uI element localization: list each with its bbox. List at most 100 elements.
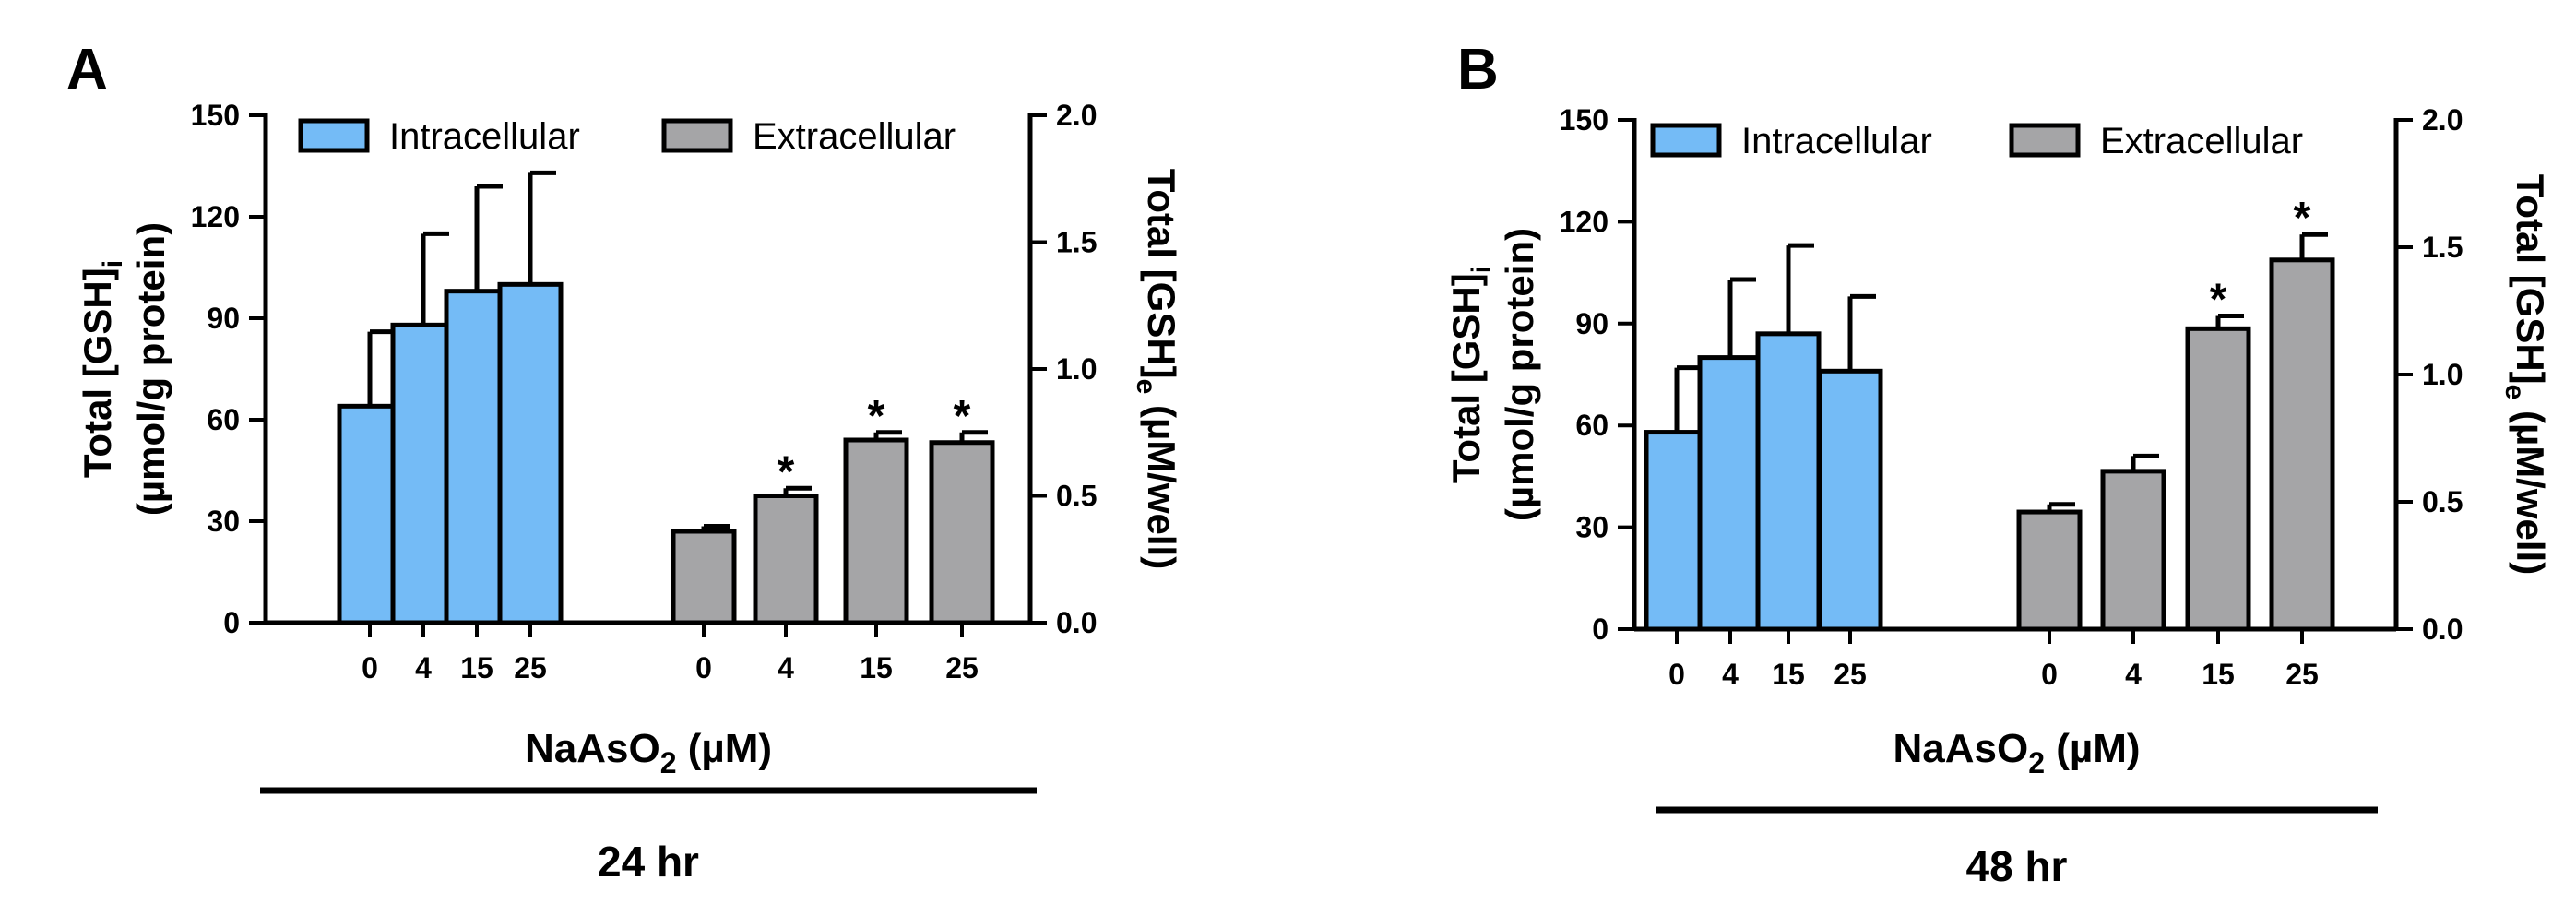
x-axis-label-main: NaAsO — [1893, 726, 2028, 771]
right-axis-label: Total [GSH]e (µM/well) — [2499, 174, 2552, 575]
bar — [671, 529, 737, 625]
x-axis-label: NaAsO2 (µM) — [1893, 726, 2140, 779]
x-tick-label: 0 — [362, 651, 378, 684]
bar — [1644, 430, 1710, 632]
right-axis-label-units: (µM/well) — [2509, 399, 2552, 575]
right-tick-label: 1.0 — [2422, 358, 2463, 391]
x-tick-label: 15 — [2202, 658, 2235, 691]
right-axis-label: Total [GSH]e (µM/well) — [1131, 169, 1183, 569]
time-label: 24 hr — [598, 838, 699, 886]
x-tick-label: 0 — [1668, 658, 1685, 691]
left-tick-label: 90 — [207, 302, 240, 335]
bar — [2185, 326, 2251, 632]
right-axis-label-units: (µM/well) — [1140, 394, 1183, 569]
right-tick-label: 1.5 — [2422, 231, 2463, 264]
x-axis-label-sub: 2 — [660, 746, 677, 779]
left-tick-label: 0 — [1592, 613, 1609, 646]
x-axis-label: NaAsO2 (µM) — [525, 726, 772, 779]
legend-swatch — [661, 118, 733, 153]
legend-swatch — [298, 118, 370, 153]
x-axis-label-units: (µM) — [2045, 726, 2141, 771]
panel-letter: A — [66, 38, 108, 101]
x-tick-label: 4 — [2125, 658, 2142, 691]
bar — [1817, 368, 1883, 632]
right-tick-label: 1.0 — [1056, 352, 1097, 386]
bar — [337, 403, 403, 625]
left-axis-label-sub: i — [98, 260, 128, 268]
left-axis-label: Total [GSH]i(µmol/g protein) — [76, 222, 172, 516]
x-tick-label: 25 — [1834, 658, 1867, 691]
significance-star: * — [778, 447, 795, 496]
right-tick-label: 0.5 — [2422, 485, 2463, 518]
left-tick-label: 120 — [1560, 205, 1609, 238]
bar — [929, 440, 995, 625]
panel-a: A 0 30 60 90 120 150 0.0 0.5 1.0 1.5 2.0 0 4 15 25 0 4 15 2… — [66, 38, 1183, 886]
bar — [390, 322, 457, 625]
right-axis-label-main: Total [GSH] — [1140, 169, 1183, 379]
right-tick-label: 2.0 — [2422, 103, 2463, 137]
right-tick-label: 2.0 — [1056, 99, 1097, 132]
x-tick-label: 25 — [2285, 658, 2319, 691]
panel-b: B 0 30 60 90 120 150 0.0 0.5 1.0 1.5 2.0 0 4 15 25 0 4 15 2… — [1444, 38, 2552, 890]
right-axis-label-sub: e — [1131, 379, 1161, 395]
left-tick-label: 150 — [191, 99, 240, 132]
x-tick-label: 4 — [415, 651, 432, 684]
legend-label: Extracellular — [2100, 121, 2303, 161]
significance-star: * — [2210, 276, 2227, 325]
left-tick-label: 0 — [223, 606, 240, 639]
legend: Intracellular Extracellular — [1650, 121, 2303, 161]
series-intracellular — [337, 170, 564, 625]
right-tick-label: 1.5 — [1056, 226, 1097, 259]
left-tick-label: 120 — [191, 200, 240, 233]
right-tick-label: 0.0 — [2422, 613, 2463, 646]
right-tick-label: 0.5 — [1056, 480, 1097, 513]
left-axis-label-main: Total [GSH] — [76, 268, 119, 478]
x-tick-label: 25 — [514, 651, 547, 684]
series-intracellular — [1644, 243, 1883, 632]
bar — [1697, 355, 1763, 632]
left-axis-label: Total [GSH]i(µmol/g protein) — [1444, 228, 1541, 521]
time-label: 48 hr — [1966, 842, 2068, 890]
significance-star: * — [868, 392, 885, 441]
right-tick-label: 0.0 — [1056, 606, 1097, 639]
left-tick-label: 150 — [1560, 103, 1609, 137]
legend-label: Intracellular — [389, 116, 580, 157]
left-axis-label-units: (µmol/g protein) — [129, 222, 172, 516]
legend-label: Extracellular — [753, 116, 956, 157]
series-extracellular: * * * — [671, 392, 995, 625]
left-tick-label: 60 — [207, 403, 240, 436]
bar — [2100, 469, 2166, 632]
x-tick-label: 0 — [695, 651, 712, 684]
left-tick-label: 30 — [207, 505, 240, 538]
x-tick-label: 15 — [1772, 658, 1805, 691]
series-extracellular: ** — [2016, 194, 2335, 632]
bar — [497, 281, 564, 625]
significance-star: * — [954, 392, 971, 441]
x-tick-label: 15 — [860, 651, 893, 684]
bar — [2016, 509, 2083, 632]
x-tick-label: 15 — [460, 651, 493, 684]
right-axis-label-main: Total [GSH] — [2509, 174, 2552, 385]
bar — [753, 494, 819, 625]
bar — [1755, 331, 1822, 632]
left-tick-label: 90 — [1575, 307, 1609, 340]
bar — [843, 437, 909, 625]
x-axis-label-sub: 2 — [2028, 746, 2045, 779]
left-tick-label: 60 — [1575, 409, 1609, 442]
legend-swatch — [2009, 123, 2081, 158]
x-tick-label: 0 — [2041, 658, 2058, 691]
legend-swatch — [1650, 123, 1722, 158]
left-tick-label: 30 — [1575, 511, 1609, 544]
x-axis-label-units: (µM) — [676, 726, 772, 771]
legend-label: Intracellular — [1741, 121, 1932, 161]
left-axis-label-main: Total [GSH] — [1444, 273, 1488, 483]
left-axis-label-sub: i — [1466, 266, 1497, 273]
x-tick-label: 4 — [1722, 658, 1739, 691]
x-tick-label: 4 — [778, 651, 794, 684]
x-tick-label: 25 — [945, 651, 979, 684]
panel-letter: B — [1457, 38, 1499, 101]
right-axis-label-sub: e — [2499, 385, 2530, 400]
x-axis-label-main: NaAsO — [525, 726, 660, 771]
bar — [2269, 257, 2335, 632]
